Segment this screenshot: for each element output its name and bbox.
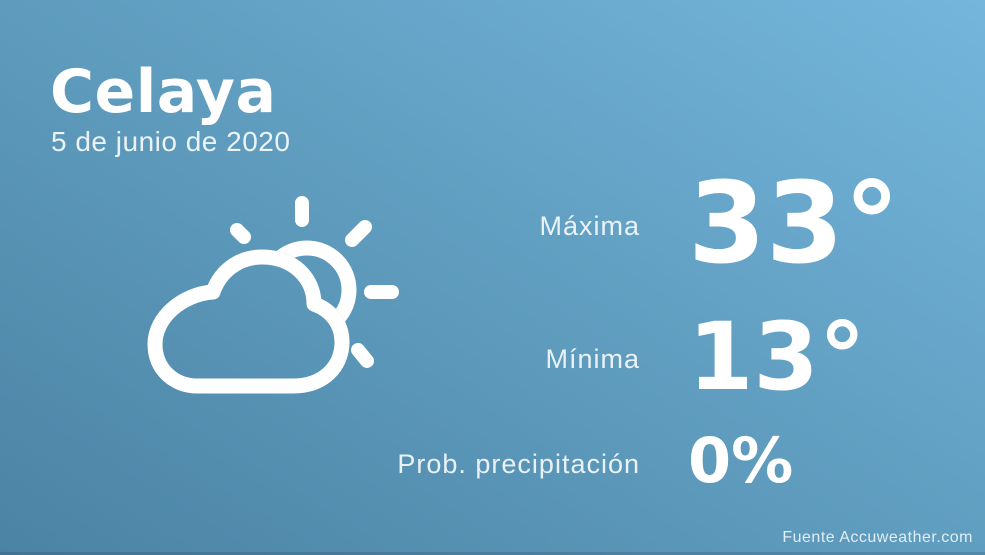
city-title: Celaya: [50, 57, 277, 127]
date-subtitle: 5 de junio de 2020: [51, 126, 291, 157]
cloud-icon: [147, 249, 350, 394]
sun-icon: [257, 240, 357, 340]
max-temp-label: Máxima: [539, 211, 640, 241]
min-temp-value: 13°: [688, 303, 866, 412]
sun-rays: [230, 196, 399, 368]
precipitation-label: Prob. precipitación: [397, 449, 640, 479]
partly-cloudy-icon: [147, 196, 399, 394]
source-attribution: Fuente Accuweather.com: [782, 529, 973, 546]
max-temp-value: 33°: [688, 159, 900, 289]
precipitation-value: 0%: [688, 424, 794, 497]
min-temp-label: Mínima: [545, 344, 640, 374]
bottom-edge-shadow: [0, 552, 985, 555]
